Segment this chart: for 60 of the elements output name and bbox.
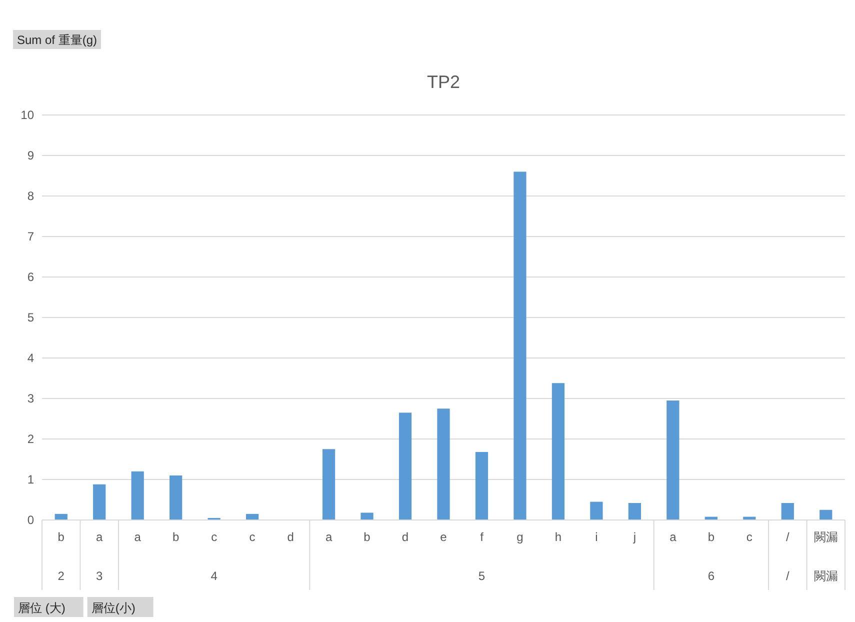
text: 2 (58, 569, 65, 583)
x-tick-label: h (554, 530, 562, 544)
text: Sum of 重量(g) (17, 33, 98, 47)
text: / (786, 569, 790, 583)
x-tick-label: a (96, 530, 104, 544)
bar (131, 471, 144, 520)
bar (398, 412, 412, 520)
y-tick-label: 7 (27, 230, 34, 244)
bar (552, 383, 565, 520)
x-tick-label: b (172, 530, 180, 544)
bar (820, 510, 832, 520)
x-tick-label: / (786, 530, 790, 544)
text: 層位(小) (91, 601, 136, 615)
bar (781, 502, 794, 520)
bar (246, 514, 259, 520)
y-tick-label: 10 (20, 108, 34, 122)
bar (437, 408, 450, 520)
text: 4 (210, 569, 218, 583)
y-tick-label: 0 (27, 513, 34, 527)
text: 6 (708, 569, 715, 583)
y-tick-label: 4 (27, 351, 34, 365)
bar (475, 452, 488, 520)
x-tick-label: a (670, 530, 677, 544)
bar (170, 475, 182, 520)
x-tick-label: c (211, 530, 218, 544)
y-tick-label: 1 (27, 472, 34, 486)
bar (590, 502, 603, 520)
x-tick-label: a (134, 530, 142, 544)
x-tick-label: f (480, 530, 484, 544)
x-tick-label: 闕漏 (814, 530, 838, 544)
x-tick-label: j (632, 530, 636, 544)
text: 層位 (大) (18, 601, 66, 615)
y-tick-label: 3 (27, 392, 34, 406)
bar (628, 502, 641, 520)
x-tick-label: d (287, 530, 294, 544)
bar (360, 512, 374, 520)
x-tick-label: d (402, 530, 409, 544)
bar (322, 449, 336, 520)
x-tick-label: b (708, 530, 715, 544)
x-tick-label: g (516, 530, 524, 544)
bar (54, 514, 68, 520)
x-tick-label: b (364, 530, 371, 544)
x-tick-label: e (440, 530, 448, 544)
text: 3 (96, 569, 104, 583)
y-tick-label: 6 (27, 270, 34, 284)
x-tick-label: c (249, 530, 256, 544)
bar (666, 400, 680, 520)
x-tick-label: c (746, 530, 752, 544)
text: 闕漏 (814, 569, 838, 583)
y-tick-label: 5 (27, 310, 34, 324)
y-tick-label: 8 (27, 189, 34, 203)
bar (93, 484, 106, 520)
y-tick-label: 9 (27, 148, 34, 162)
x-tick-label: i (595, 530, 598, 544)
x-tick-label: a (325, 530, 332, 544)
chart-title: TP2 (426, 72, 460, 92)
y-tick-label: 2 (27, 432, 34, 446)
text: 5 (478, 569, 486, 583)
x-tick-label: b (58, 530, 65, 544)
bar (514, 172, 526, 520)
